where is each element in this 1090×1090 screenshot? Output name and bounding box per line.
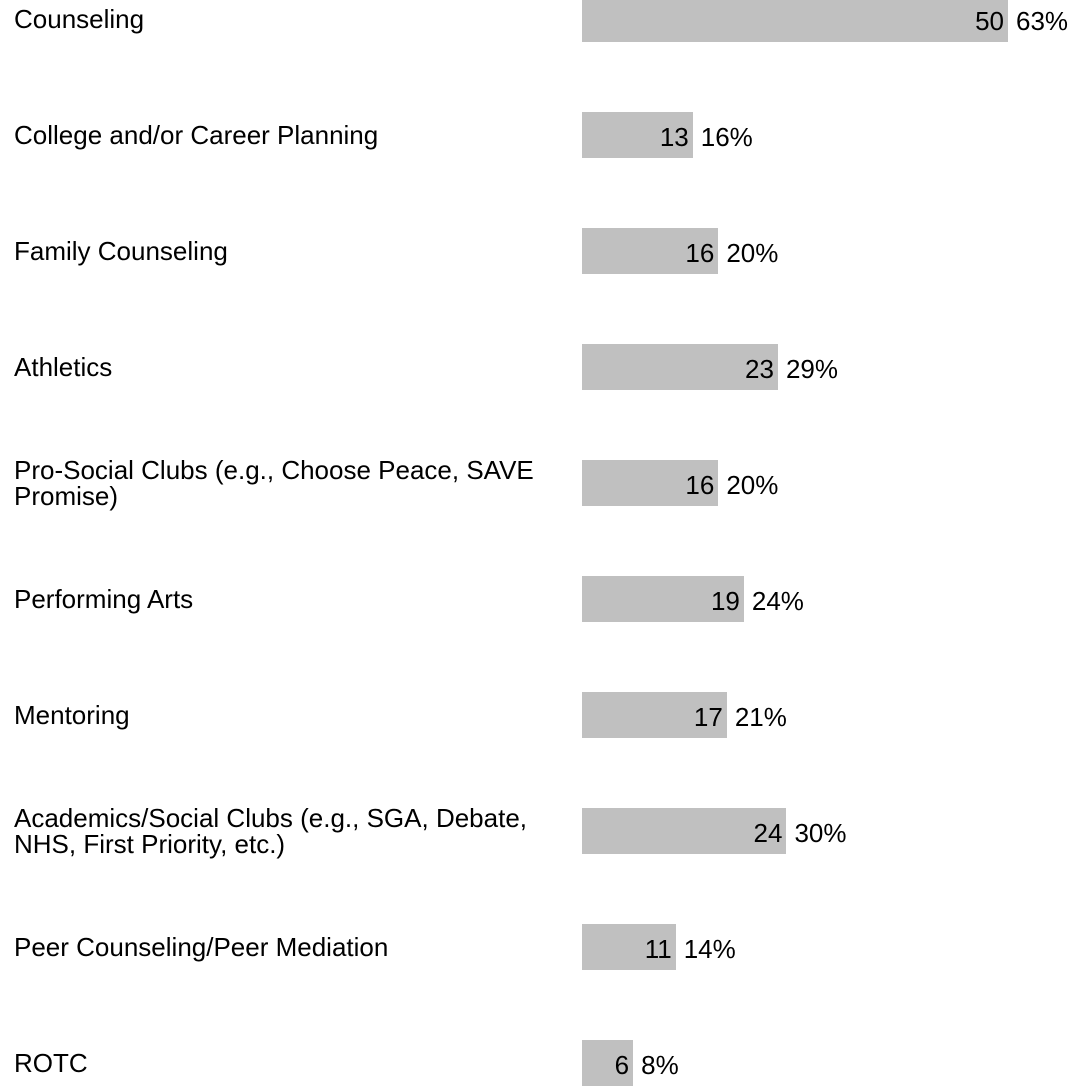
bar: 23 [582,344,778,390]
category-label: Athletics [14,352,113,382]
bar-row: Peer Counseling/Peer Mediation 11 14% [0,924,1090,970]
category-label: Pro-Social Clubs (e.g., Choose Peace, SA… [14,455,534,511]
category-label: Family Counseling [14,236,228,266]
percent-label: 20% [726,470,779,500]
category-label: Peer Counseling/Peer Mediation [14,932,389,962]
percent-label: 63% [1016,6,1069,36]
bar-row: Family Counseling 16 20% [0,228,1090,274]
bar-row: Athletics 23 29% [0,344,1090,390]
bar-row: Pro-Social Clubs (e.g., Choose Peace, SA… [0,455,1090,511]
bar: 16 [582,460,719,506]
percent-label: 29% [785,354,838,384]
bar: 13 [582,112,693,158]
percent-label: 14% [683,934,736,964]
bar: 11 [582,924,676,970]
bar: 50 [582,0,1008,42]
bar: 17 [582,692,727,738]
bar-row: Mentoring 17 21% [0,692,1090,738]
bar: 24 [582,808,787,854]
percent-label: 20% [726,238,779,268]
bar-row: College and/or Career Planning 13 16% [0,112,1090,158]
percent-label: 16% [700,122,753,152]
bar-row: ROTC 6 8% [0,1040,1090,1086]
bar-row: Academics/Social Clubs (e.g., SGA, Debat… [0,803,1090,859]
bar: 6 [582,1040,634,1086]
percent-label: 21% [734,702,787,732]
bar: 16 [582,228,719,274]
percent-label: 30% [794,818,847,848]
percent-label: 8% [641,1050,679,1080]
category-label: Mentoring [14,700,130,730]
bar-row: Counseling 50 63% [0,0,1090,42]
category-label: Academics/Social Clubs (e.g., SGA, Debat… [14,803,528,859]
bar: 19 [582,576,744,622]
category-label: Performing Arts [14,584,194,614]
category-label: ROTC [14,1048,88,1078]
category-label: Counseling [14,4,145,34]
percent-label: 24% [751,586,804,616]
bar-row: Performing Arts 19 24% [0,576,1090,622]
category-label: College and/or Career Planning [14,120,379,150]
